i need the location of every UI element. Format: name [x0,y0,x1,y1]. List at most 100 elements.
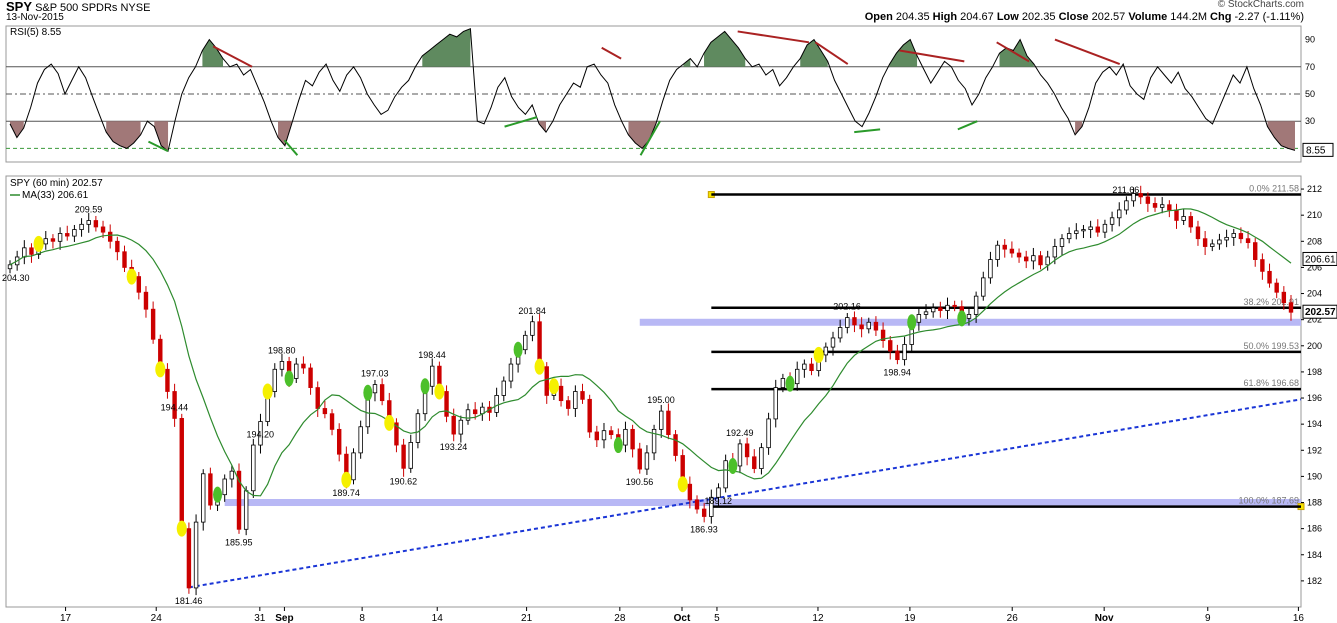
ohlc-label: Volume [1128,11,1171,23]
rsi-tick-label: 50 [1305,89,1315,99]
signal-marker-yellow [534,358,545,375]
candle-body [193,521,199,589]
candle-body [186,528,192,589]
x-tick-label: Nov [1095,613,1114,623]
candle-body [358,426,363,454]
support-band [224,499,1301,507]
candle-body [1231,233,1236,238]
candle-body [759,447,764,469]
rsi-oversold-fill [1267,121,1295,151]
candle-body [666,410,671,436]
candle-body [308,367,313,388]
candle-body [1074,230,1079,234]
signal-marker-yellow [341,471,352,488]
ohlc-value: 144.2M [1170,11,1211,23]
candle-body [1102,223,1108,233]
candle-body [866,321,871,330]
candle-body [401,444,406,469]
rsi-trendline [283,139,299,156]
signal-marker-green [957,310,967,327]
price-tick-label: 188 [1307,498,1322,508]
candle-body [336,428,342,455]
resistance-band [639,318,1301,326]
candle-body [294,363,299,379]
candle-body [766,418,771,449]
signal-marker-yellow [434,383,445,400]
candle-body [272,368,277,392]
rsi-trendline [814,41,849,65]
price-annotation: 181.46 [175,596,203,606]
candle-body [115,240,120,253]
candle-body [773,387,778,420]
candle-body [623,428,628,446]
candle-body [1174,209,1179,221]
rsi-trendline [899,49,965,63]
candle-body [65,233,70,237]
ohlc-readout: Open 204.35 High 204.67 Low 202.35 Close… [865,11,1304,23]
rsi-trendline [504,116,538,128]
price-tick-label: 204 [1307,289,1322,299]
candle-body [201,473,206,523]
rsi-trendline [957,120,978,131]
candle-body [122,251,127,268]
rsi-trendline [1054,38,1121,66]
security-name: S&P 500 SPDRs [35,2,118,14]
candle-body [873,321,879,331]
candle-body [1210,243,1215,247]
price-annotation: 198.44 [418,350,446,360]
candle-body [430,365,435,387]
x-tick-label: 26 [1007,613,1019,623]
rsi-trendline [996,41,1030,63]
candle-body [523,334,528,351]
price-annotation: 189.74 [332,488,360,498]
candle-body [1195,226,1201,240]
candle-body [372,384,378,394]
candle-body [895,350,900,361]
candle-body [7,264,13,270]
x-tick-label: 24 [151,613,163,623]
rsi-trendline [601,46,622,60]
signal-marker-yellow [384,414,395,431]
candle-body [1045,256,1050,266]
candle-body [1038,255,1043,266]
candle-body [351,452,356,481]
candle-body [279,361,285,370]
candle-body [1188,216,1194,228]
candle-body [566,400,571,409]
x-tick-label: 9 [1205,613,1211,623]
candle-body [322,408,328,415]
ma-legend-label: MA(33) 206.61 [22,190,89,201]
candle-body [1052,246,1058,258]
candle-body [845,317,850,328]
candle-body [795,368,800,385]
rising-trendline [188,398,1302,589]
candle-body [508,363,514,382]
candle-body [29,247,34,255]
ohlc-label: High [932,11,961,23]
rsi-overbought-fill [202,39,224,67]
candle-body [379,384,385,402]
candle-body [659,410,664,430]
candle-body [415,413,421,443]
signal-marker-green [284,370,294,387]
candle-body [229,470,235,480]
rsi-oversold-fill [10,121,24,138]
rsi-tick-label: 70 [1305,62,1315,72]
signal-marker-green [728,457,738,474]
candle-body [1224,236,1229,241]
candle-body [107,231,113,242]
candle-body [494,395,499,413]
candle-body [86,220,91,225]
rsi-trendline [148,140,169,153]
rsi-current-value-box [1302,142,1334,157]
price-tick-label: 208 [1307,236,1322,246]
price-annotation: 190.62 [390,476,418,486]
x-tick-label: 16 [1293,613,1305,623]
rsi-oversold-fill [106,121,141,149]
candle-body [236,470,242,530]
candle-body [587,398,592,433]
candle-body [179,418,184,530]
candle-body [1016,252,1022,258]
